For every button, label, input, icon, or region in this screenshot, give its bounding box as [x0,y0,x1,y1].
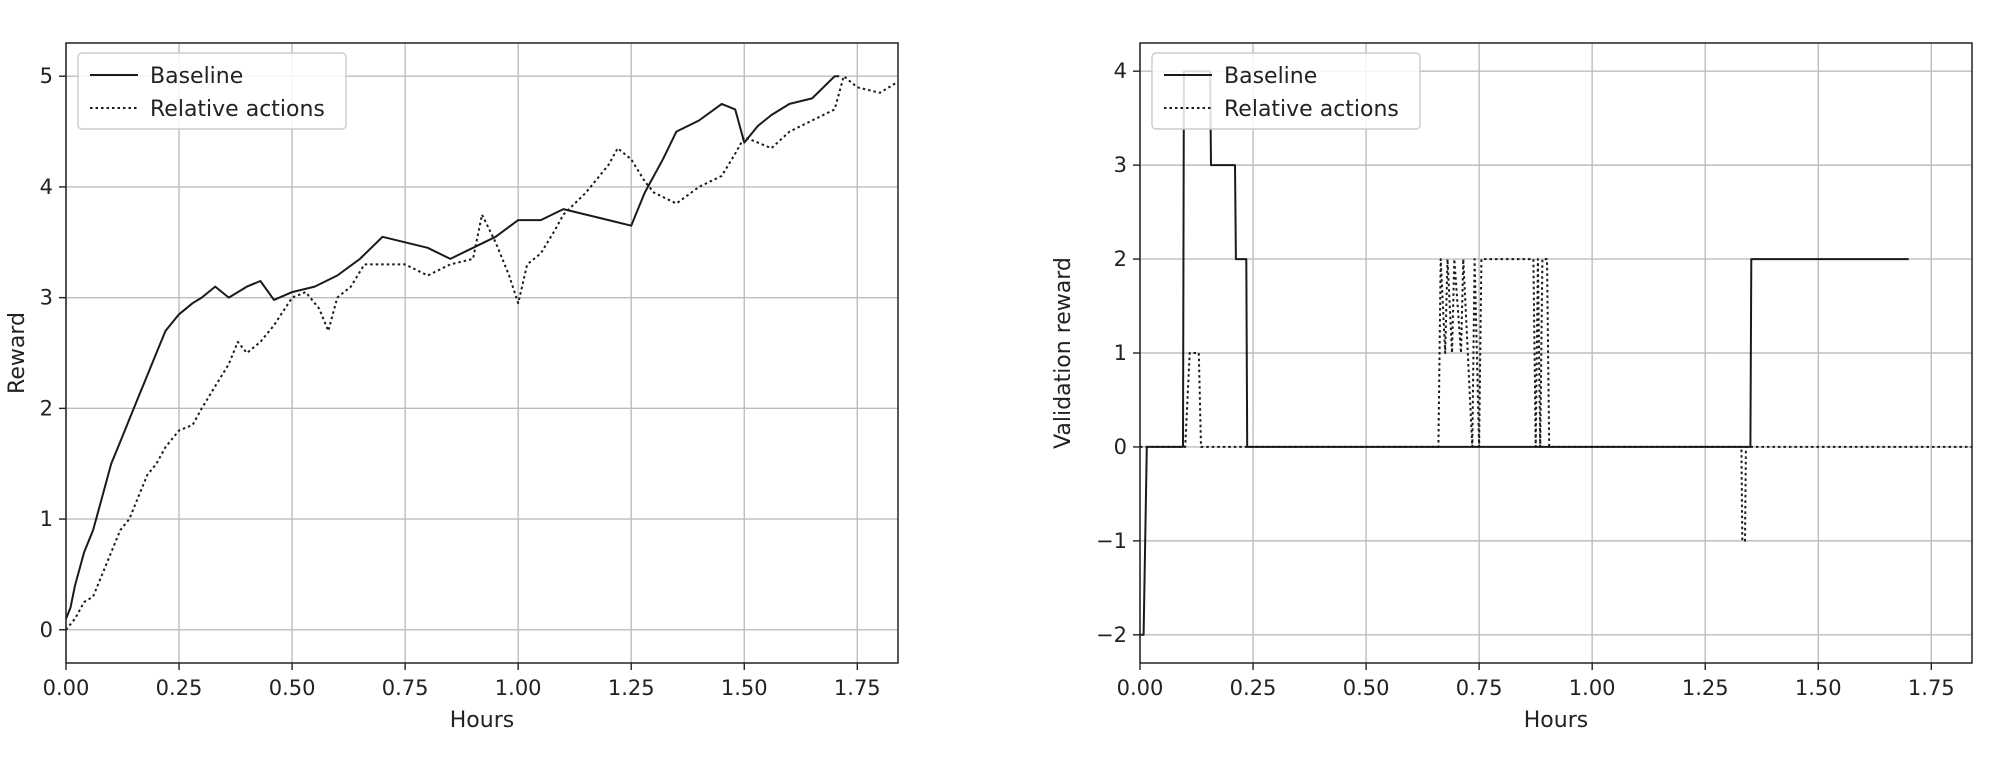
right-chart: 0.00 0.25 0.50 0.75 1.00 1.25 1.50 1.75 −2 −1 0 1 2 3… [1051,42,1973,733]
left-ticks: 0.00 0.25 0.50 0.75 1.00 1.25 1.50 1.75 0 1 2 3 4 5 [40,64,881,700]
left-x-tick-label: 0.00 [43,676,90,700]
left-legend-box [77,52,347,130]
right-y-tick-label: 2 [1114,247,1127,271]
right-x-tick-label: 1.00 [1569,676,1616,700]
right-legend-label-baseline: Baseline [1224,64,1317,89]
right-x-tick-label: 0.00 [1117,676,1164,700]
left-series-relative-actions-line [65,75,899,631]
right-y-axis-label: Validation reward [1051,257,1076,449]
left-x-tick-label: 1.50 [721,676,768,700]
left-y-axis-label: Reward [5,312,30,394]
left-series-baseline-line [65,75,840,620]
right-x-tick-label: 0.75 [1456,676,1503,700]
left-x-tick-label: 1.25 [608,676,655,700]
right-ticks: 0.00 0.25 0.50 0.75 1.00 1.25 1.50 1.75 −2 −1 0 1 2 3… [1096,59,1955,700]
right-x-axis-label: Hours [1524,708,1588,733]
left-x-axis-label: Hours [450,708,514,733]
left-y-tick-label: 3 [40,286,53,310]
right-legend-box [1151,52,1421,130]
right-y-tick-label: −2 [1096,623,1127,647]
right-y-tick-label: 4 [1114,59,1127,83]
right-y-tick-label: 1 [1114,341,1127,365]
left-y-tick-label: 4 [40,175,53,199]
right-x-tick-label: 0.50 [1343,676,1390,700]
right-legend: Baseline Relative actions [1151,52,1421,130]
left-axes-frame [65,42,899,664]
right-legend-label-relative-actions: Relative actions [1224,97,1399,122]
left-x-tick-label: 0.75 [382,676,429,700]
right-series-relative-actions-line [1140,258,1972,542]
left-y-tick-label: 2 [40,396,53,420]
left-x-tick-label: 1.75 [834,676,881,700]
left-x-tick-label: 1.00 [495,676,542,700]
right-x-tick-label: 1.50 [1795,676,1842,700]
right-x-tick-label: 0.25 [1230,676,1277,700]
right-x-tick-label: 1.75 [1908,676,1955,700]
right-y-tick-label: −1 [1096,529,1127,553]
right-y-tick-label: 3 [1114,153,1127,177]
left-grid [65,43,898,663]
left-legend-label-baseline: Baseline [150,64,243,89]
right-x-tick-label: 1.25 [1682,676,1729,700]
right-y-tick-label: 0 [1114,435,1127,459]
left-legend: Baseline Relative actions [77,52,347,130]
left-y-tick-label: 0 [40,618,53,642]
left-chart: 0.00 0.25 0.50 0.75 1.00 1.25 1.50 1.75 0 1 2 3 4 5 H… [5,42,899,733]
left-series [65,75,899,631]
left-legend-label-relative-actions: Relative actions [150,97,325,122]
left-x-tick-label: 0.25 [156,676,203,700]
left-y-tick-label: 1 [40,507,53,531]
left-y-tick-label: 5 [40,64,53,88]
right-grid [1139,43,1972,663]
left-x-tick-label: 0.50 [269,676,316,700]
right-series [1140,70,1972,636]
